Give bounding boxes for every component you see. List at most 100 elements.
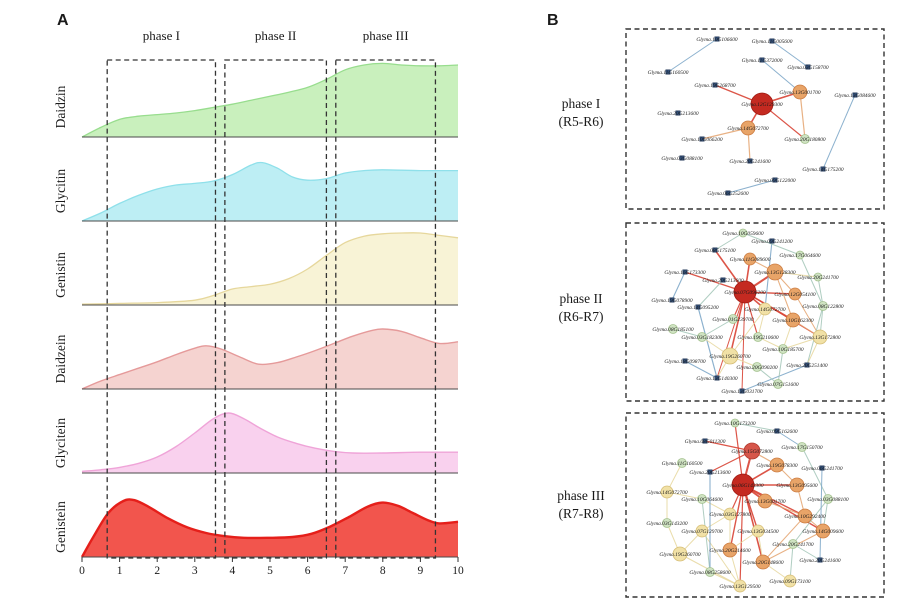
- network-edge: [799, 254, 824, 307]
- row-label-daidzein: Daidzein: [53, 334, 68, 383]
- gene-label: Glyma.13G129500: [719, 584, 760, 590]
- phase3-caption-title: phase III: [557, 488, 605, 503]
- network-node: [788, 287, 802, 301]
- x-tick-label: 5: [267, 565, 273, 577]
- gene-label: Glyma.08G122800: [802, 304, 843, 310]
- network-node: [783, 574, 797, 588]
- gene-label: Glyma.13G031700: [721, 389, 762, 395]
- density-line-glycitin: [81, 161, 459, 222]
- phase1-caption-range: (R5-R6): [558, 114, 604, 130]
- network-node: [820, 166, 826, 172]
- gene-label: Glyma.20G180800: [784, 137, 825, 143]
- x-tick-label: 8: [380, 565, 386, 577]
- density-area-glycitin: [82, 162, 458, 221]
- row-label-genistein: Genistein: [53, 501, 68, 553]
- gene-label: Glyma.20G214600: [709, 548, 750, 554]
- network-node: [672, 546, 688, 562]
- network-node: [752, 362, 762, 372]
- network-edge: [667, 38, 718, 73]
- gene-label: Glyma.09G122000: [754, 178, 795, 184]
- network-node: [772, 177, 778, 183]
- gene-label: Glyma.10G292400: [784, 514, 825, 520]
- gene-label: Glyma.11G372000: [742, 58, 783, 64]
- network-node: [769, 238, 775, 244]
- network-node: [714, 36, 720, 42]
- gene-label: Glyma.10G162300: [772, 318, 813, 324]
- gene-label: Glyma.11G160500: [662, 461, 703, 467]
- gene-label: Glyma.03G127800: [709, 512, 750, 518]
- x-tick-label: 6: [305, 565, 311, 577]
- density-line-daidzein: [81, 328, 459, 390]
- gene-label: Glyma.19G078900: [651, 298, 692, 304]
- network-node: [721, 347, 739, 365]
- gene-label: Glyma.08G185100: [652, 327, 693, 333]
- gene-label: Glyma.16G173300: [664, 270, 705, 276]
- network-node: [797, 442, 807, 452]
- network-node: [695, 524, 709, 538]
- network-node: [714, 375, 720, 381]
- network-edge: [727, 179, 776, 194]
- gene-label: Glyma.14G095200: [677, 305, 718, 311]
- network-node: [743, 252, 757, 266]
- gene-label: Glyma.09G162600: [756, 429, 797, 435]
- network-node: [773, 379, 783, 389]
- gene-label: Glyma.13G172800: [799, 335, 840, 341]
- gene-label: Glyma.11G005600: [752, 39, 793, 45]
- gene-label: Glyma.10G066200: [681, 137, 722, 143]
- gene-label: Glyma.20G213600: [689, 470, 730, 476]
- gene-label: Glyma.07G129700: [681, 529, 722, 535]
- network-edge: [794, 293, 821, 338]
- gene-label: Glyma.15G072800: [731, 449, 772, 455]
- gene-label: Glyma.14G009600: [802, 529, 843, 535]
- gene-label: Glyma.09G173100: [769, 579, 810, 585]
- network-border: [625, 28, 885, 210]
- gene-label: Glyma.03G182300: [681, 335, 722, 341]
- gene-label: Glyma.12G054100: [774, 292, 815, 298]
- gene-label: Glyma.10G106600: [696, 37, 737, 43]
- network-edge: [792, 498, 829, 545]
- network-edge: [741, 364, 808, 392]
- gene-label: Glyma.20G213600: [657, 111, 698, 117]
- x-tick-label: 7: [342, 565, 348, 577]
- network-node: [818, 301, 828, 311]
- network-node: [682, 358, 688, 364]
- gene-label: Glyma.01G239700: [712, 317, 753, 323]
- network-edge: [697, 306, 718, 379]
- network-edge: [729, 308, 766, 357]
- row-label-daidzin: Daidzin: [53, 85, 68, 128]
- gene-label: Glyma.11G089600: [730, 257, 771, 263]
- gene-label: Glyma.13G001700: [779, 90, 820, 96]
- network-edge: [742, 232, 801, 256]
- gene-label: Glyma.03G088100: [807, 497, 848, 503]
- gene-label: Glyma.20G148600: [742, 560, 783, 566]
- x-tick-label: 10: [452, 565, 464, 577]
- x-tick-label: 1: [117, 565, 123, 577]
- gene-label: Glyma.20G241600: [799, 558, 840, 564]
- network-node: [679, 155, 685, 161]
- phase2-caption: phase II (R6-R7): [540, 290, 622, 326]
- gene-label: Glyma.14G072700: [744, 307, 785, 313]
- network-node: [695, 304, 701, 310]
- network-edge: [734, 422, 778, 432]
- network-node: [677, 458, 687, 468]
- network-node: [740, 120, 756, 136]
- network-node: [823, 494, 833, 504]
- gene-label: Glyma.19G260700: [709, 354, 750, 360]
- network-node: [743, 442, 761, 460]
- gene-label: Glyma.09G241200: [751, 239, 792, 245]
- network-node: [738, 228, 748, 238]
- gene-label: Glyma.12G129300: [741, 102, 782, 108]
- network-node: [722, 542, 738, 558]
- phase3-caption: phase III (R7-R8): [540, 487, 622, 523]
- ridgeline-plot: Daidzin Glycitin Genistin Daidzein Glycitein…: [53, 28, 464, 577]
- gene-label: Glyma.13G095600: [776, 483, 817, 489]
- network-edge: [716, 291, 746, 379]
- network-edge: [774, 271, 794, 321]
- network-edge: [742, 484, 764, 563]
- network-edge: [817, 276, 824, 307]
- network-svg-2: Glyma.10G059600 Glyma.09G241200 Glyma.08G1…: [625, 222, 885, 402]
- network-node: [753, 332, 763, 342]
- gene-label: Glyma.20G241700: [772, 542, 813, 548]
- network-node: [813, 272, 823, 282]
